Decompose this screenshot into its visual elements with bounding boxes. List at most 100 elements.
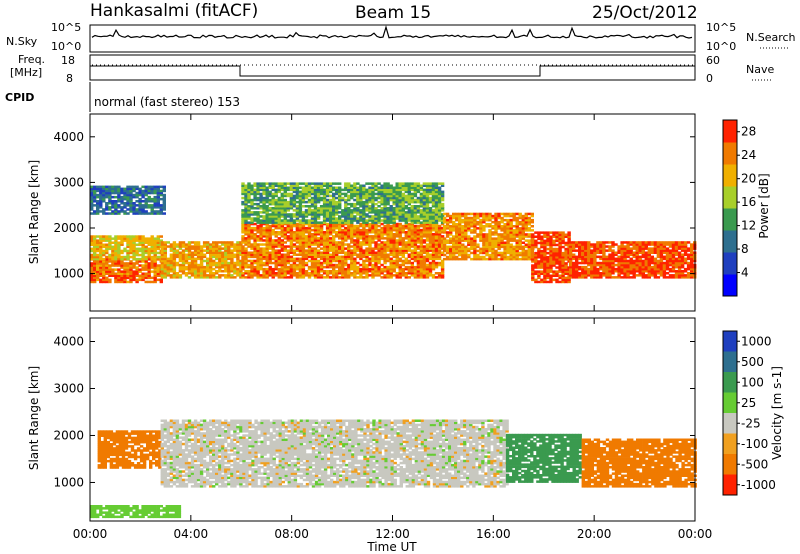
echo-cell (419, 215, 424, 218)
echo-cell (540, 270, 544, 273)
echo-cell (476, 245, 480, 249)
echo-cell (265, 237, 269, 240)
echo-cell (153, 280, 157, 284)
echo-cell (422, 247, 427, 250)
echo-cell (283, 276, 287, 279)
echo-cell (102, 276, 106, 280)
echo-cell (90, 270, 94, 273)
echo-cell (347, 228, 351, 232)
echo-cell (181, 241, 186, 244)
echo-cell (461, 243, 465, 246)
echo-cell (440, 241, 445, 244)
echo-cell (629, 251, 633, 254)
echo-cell (641, 274, 645, 277)
echo-cell (464, 247, 468, 251)
echo-cell (392, 267, 396, 271)
echo-cell (298, 213, 303, 216)
echo-cell (120, 266, 124, 269)
echo-cell (347, 211, 351, 214)
echo-cell (344, 188, 348, 192)
echo-cell (313, 237, 318, 240)
echo-cell (253, 272, 257, 275)
echo-cell (416, 226, 421, 230)
echo-cell (428, 224, 433, 228)
echo-cell (329, 253, 333, 256)
echo-cell (413, 182, 418, 185)
echo-cell (452, 247, 456, 251)
echo-cell (335, 263, 339, 267)
echo-cell (283, 249, 287, 252)
echo-cell (313, 217, 318, 220)
echo-cell (199, 274, 204, 277)
echo-cell (482, 251, 486, 255)
echo-cell (555, 239, 559, 243)
echo-cell (584, 253, 588, 256)
echo-cell (473, 223, 477, 226)
echo-cell (473, 257, 477, 261)
echo-cell (283, 219, 287, 222)
echo-cell (413, 251, 418, 254)
echo-cell (531, 272, 535, 275)
echo-cell (304, 270, 309, 273)
echo-cell (599, 251, 603, 254)
echo-cell (307, 184, 312, 187)
echo-cell (371, 257, 375, 261)
echo-cell (105, 258, 109, 261)
echo-cell (262, 200, 266, 204)
echo-cell (126, 245, 130, 249)
echo-cell (256, 231, 260, 234)
echo-cell (283, 261, 287, 265)
echo-cell (549, 280, 553, 284)
echo-cell (280, 270, 284, 273)
echo-cell (244, 231, 248, 234)
echo-cell (425, 231, 430, 234)
echo-cell (253, 196, 257, 200)
echo-cell (338, 235, 342, 238)
echo-cell (175, 243, 180, 246)
echo-cell (578, 267, 582, 271)
echo-cell (132, 276, 136, 280)
echo-cell (452, 223, 456, 226)
echo-cell (120, 272, 124, 275)
echo-cell (230, 259, 234, 263)
echo-cell (265, 251, 269, 254)
echo-cell (398, 224, 402, 228)
echo-cell (335, 221, 339, 224)
echo-cell (620, 243, 624, 246)
echo-cell (233, 245, 237, 248)
echo-cell (350, 263, 354, 267)
echo-cell (341, 235, 345, 238)
echo-cell (250, 237, 254, 240)
echo-cell (482, 227, 486, 230)
echo-cell (389, 274, 393, 277)
echo-cell (392, 249, 396, 252)
echo-cell (428, 215, 433, 218)
echo-cell (518, 253, 522, 257)
echo-cell (434, 221, 439, 224)
echo-cell (470, 251, 474, 255)
echo-cell (534, 278, 538, 282)
echo-cell (265, 255, 269, 259)
echo-cell (537, 241, 541, 245)
echo-cell (401, 219, 405, 222)
echo-cell (344, 274, 348, 277)
echo-cell (316, 263, 321, 267)
echo-cell (283, 209, 287, 212)
echo-cell (335, 272, 339, 275)
echo-cell (325, 194, 330, 198)
echo-cell (105, 237, 109, 240)
echo-cell (395, 192, 399, 196)
echo-cell (440, 219, 445, 222)
echo-cell (644, 251, 648, 254)
echo-cell (389, 231, 393, 234)
echo-cell (407, 270, 411, 273)
echo-cell (313, 253, 318, 256)
echo-cell (332, 259, 336, 263)
echo-cell (413, 235, 418, 238)
echo-cell (431, 239, 436, 242)
echo-cell (108, 247, 112, 251)
echo-cell (632, 274, 636, 277)
echo-cell (335, 211, 339, 214)
echo-cell (265, 207, 269, 210)
